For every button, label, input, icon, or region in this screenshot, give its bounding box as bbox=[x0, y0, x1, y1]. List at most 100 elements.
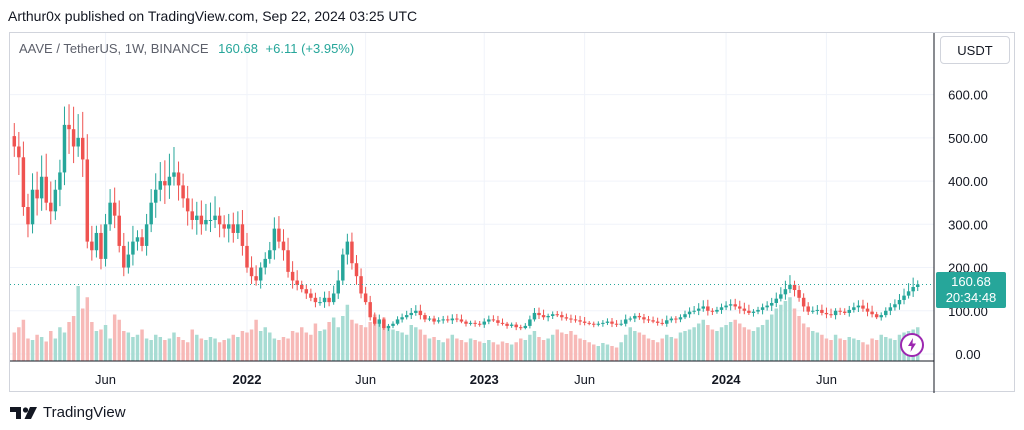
candle-body bbox=[254, 276, 258, 281]
volume-bar bbox=[236, 337, 240, 361]
volume-bar bbox=[560, 332, 564, 361]
volume-bar bbox=[423, 334, 427, 361]
volume-bar bbox=[884, 337, 888, 361]
volume-bar bbox=[290, 331, 295, 361]
symbol-label: AAVE / TetherUS, 1W, BINANCE bbox=[19, 41, 209, 56]
candle-body bbox=[17, 146, 21, 158]
volume-bar bbox=[623, 334, 628, 361]
candle-body bbox=[756, 309, 760, 312]
candle-body bbox=[820, 309, 824, 313]
candle-body bbox=[915, 284, 920, 287]
candle-body bbox=[172, 172, 176, 177]
candle-body bbox=[176, 172, 181, 186]
candle-body bbox=[487, 319, 491, 322]
candle-body bbox=[71, 129, 76, 147]
candle-body bbox=[167, 176, 172, 186]
volume-bar bbox=[231, 334, 236, 361]
volume-bar bbox=[181, 340, 185, 361]
volume-bar bbox=[733, 319, 737, 361]
candle-body bbox=[747, 310, 751, 313]
volume-bar bbox=[432, 337, 436, 361]
volume-bar bbox=[163, 340, 167, 361]
candle-body bbox=[404, 315, 409, 318]
volume-bar bbox=[847, 337, 852, 361]
volume-bar bbox=[300, 327, 304, 361]
candle-body bbox=[304, 289, 309, 294]
volume-bar bbox=[715, 331, 719, 361]
candle-body bbox=[226, 224, 231, 229]
currency-button[interactable]: USDT bbox=[940, 36, 1010, 64]
volume-bar bbox=[897, 334, 902, 361]
volume-bar bbox=[546, 338, 550, 361]
candle-body bbox=[459, 319, 464, 322]
candle-body bbox=[500, 322, 505, 324]
volume-bar bbox=[870, 338, 874, 361]
candle-body bbox=[669, 318, 674, 321]
candle-body bbox=[505, 323, 509, 326]
volume-bar bbox=[633, 331, 637, 361]
volume-bar bbox=[692, 327, 696, 361]
volume-bar bbox=[254, 319, 258, 361]
y-tick-label: 500.00 bbox=[948, 131, 988, 146]
volume-bar bbox=[500, 341, 505, 361]
candle-body bbox=[455, 318, 459, 320]
volume-bar bbox=[185, 342, 190, 361]
volume-bar bbox=[318, 331, 322, 361]
candle-body bbox=[792, 284, 797, 291]
volume-bar bbox=[446, 338, 450, 361]
tradingview-logo-icon bbox=[10, 406, 37, 419]
publish-info: Arthur0x published on TradingView.com, S… bbox=[8, 8, 418, 24]
chart-frame[interactable]: 0.00 100.00 200.00 300.00 400.00 500.00 600.00… bbox=[9, 32, 1016, 393]
volume-bar bbox=[856, 340, 861, 361]
candle-body bbox=[788, 284, 792, 290]
candle-body bbox=[573, 319, 578, 321]
volume-bar bbox=[195, 334, 199, 361]
footer-brand[interactable]: TradingView bbox=[10, 404, 126, 421]
volume-bar bbox=[49, 331, 53, 361]
candle-body bbox=[446, 319, 450, 321]
candle-body bbox=[601, 322, 605, 324]
candle-body bbox=[687, 311, 692, 315]
candle-body bbox=[117, 215, 121, 246]
lightning-bolt-icon[interactable] bbox=[900, 333, 924, 357]
candle-body bbox=[26, 207, 30, 225]
volume-bar bbox=[414, 327, 418, 361]
candle-body bbox=[391, 323, 395, 326]
volume-bar bbox=[140, 329, 144, 361]
volume-bar bbox=[204, 340, 208, 361]
volume-bar bbox=[158, 337, 163, 361]
volume-bar bbox=[199, 338, 204, 361]
price-chart[interactable]: 0.00100.00200.00300.00400.00500.00600.00… bbox=[10, 33, 1016, 393]
volume-bar bbox=[409, 325, 413, 361]
volume-bar bbox=[519, 338, 523, 361]
volume-bar bbox=[67, 322, 71, 361]
volume-bar bbox=[487, 340, 491, 361]
volume-bar bbox=[719, 327, 724, 361]
volume-bar bbox=[473, 340, 477, 361]
candle-body bbox=[213, 215, 217, 220]
candle-body bbox=[414, 310, 418, 313]
volume-bar bbox=[341, 316, 345, 361]
candle-body bbox=[21, 157, 26, 208]
candle-body bbox=[149, 202, 153, 225]
candle-body bbox=[797, 290, 801, 298]
volume-bar bbox=[459, 340, 464, 361]
candle-body bbox=[395, 319, 400, 324]
volume-bar bbox=[523, 340, 528, 361]
volume-bar bbox=[477, 341, 482, 361]
volume-bar bbox=[190, 329, 194, 361]
legend-change: +6.11 (+3.95%) bbox=[265, 41, 355, 56]
volume-bar bbox=[245, 332, 249, 361]
volume-bar bbox=[806, 327, 810, 361]
candle-body bbox=[185, 198, 190, 212]
volume-bar bbox=[696, 323, 701, 361]
candle-body bbox=[195, 215, 199, 220]
volume-bar bbox=[674, 338, 678, 361]
candle-body bbox=[801, 297, 806, 307]
last-price-value: 160.68 bbox=[951, 274, 991, 289]
candle-body bbox=[646, 319, 651, 321]
candle-body bbox=[532, 312, 537, 320]
candle-body bbox=[231, 224, 236, 233]
volume-bar bbox=[350, 319, 354, 361]
candle-body bbox=[341, 254, 345, 281]
